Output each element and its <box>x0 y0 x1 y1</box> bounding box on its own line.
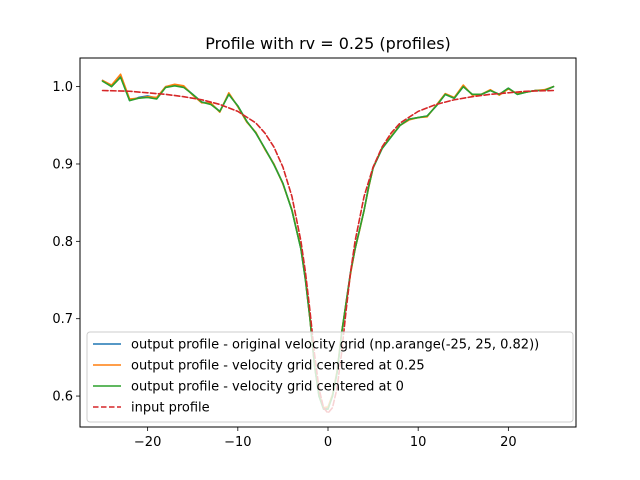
x-tick-label: 10 <box>410 435 427 450</box>
y-tick-label: 1.0 <box>52 80 73 95</box>
y-tick-label: 0.8 <box>52 235 73 250</box>
chart-title: Profile with rv = 0.25 (profiles) <box>205 34 451 53</box>
x-tick-label: −20 <box>134 435 161 450</box>
x-tick-label: 20 <box>500 435 517 450</box>
series-line-4 <box>101 89 555 414</box>
ticks-layer: −20 −10 0 10 20 0.6 0.7 0.8 0.9 1.0 <box>52 80 516 450</box>
legend-label-4: input profile <box>131 401 210 416</box>
y-tick-label: 0.7 <box>52 312 73 327</box>
legend-box <box>86 331 574 423</box>
legend-label-3: output profile - velocity grid centered … <box>131 380 404 395</box>
legend-label-1: output profile - original velocity grid … <box>131 338 539 353</box>
x-tick-label: −10 <box>224 435 251 450</box>
x-tick-label: 0 <box>324 435 332 450</box>
y-tick-label: 0.9 <box>52 157 73 172</box>
y-tick-label: 0.6 <box>52 390 73 405</box>
legend-label-2: output profile - velocity grid centered … <box>131 359 425 374</box>
legend: output profile - original velocity grid … <box>86 331 574 423</box>
